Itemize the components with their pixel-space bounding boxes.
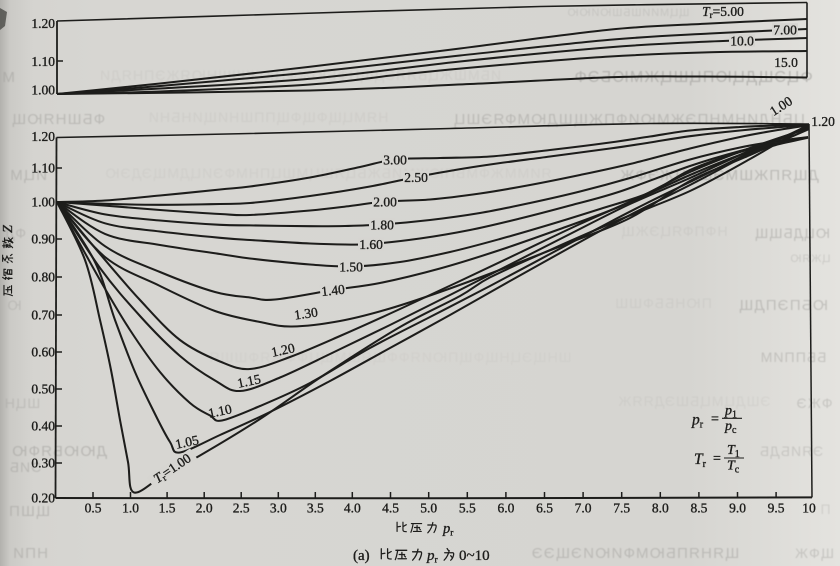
svg-text:Tr=5.00: Tr=5.00	[702, 4, 744, 20]
svg-text:ЩЯНЯПБЮМФИЮИЭЩЭЭ: ЩЯНЯПБЮМФИЮИЭЩЭЭ	[531, 545, 739, 562]
svg-text:6.5: 6.5	[536, 501, 553, 516]
svg-text:ЮБПЭПДЩ: ЮБПЭПДЩ	[738, 297, 828, 314]
svg-text:1.30: 1.30	[293, 304, 319, 322]
svg-text:ЩЦМИИШБШЮИЮЮ: ЩЦМИИШБШЮИЮЮ	[567, 7, 690, 19]
svg-text:2.0: 2.0	[196, 501, 213, 516]
svg-text:ИЦМ: ИЦМ	[9, 167, 47, 184]
svg-text:0.70: 0.70	[31, 308, 55, 323]
svg-text:НЯМЦЩФЩФЩППШНИЩИНБНИ: НЯМЦЩФЩФЩППШНИЩИНБНИ	[148, 109, 389, 125]
svg-text:Tr=1.00: Tr=1.00	[151, 450, 195, 487]
svg-text:1.20: 1.20	[31, 16, 55, 31]
svg-text:0.30: 0.30	[31, 456, 55, 471]
svg-text:0.60: 0.60	[31, 345, 55, 360]
svg-text:2.00: 2.00	[373, 194, 397, 209]
svg-text:pr: pr	[426, 548, 439, 566]
svg-text:7.5: 7.5	[613, 501, 630, 516]
svg-text:3.0: 3.0	[270, 501, 287, 516]
svg-text:ФД: ФД	[4, 225, 26, 241]
svg-text:М: М	[1, 69, 15, 86]
svg-text:Z: Z	[1, 225, 16, 233]
svg-text:1.20: 1.20	[811, 114, 835, 129]
svg-text:ЩФЖ: ЩФЖ	[794, 545, 834, 561]
svg-text:15.0: 15.0	[774, 55, 798, 70]
svg-text:=: =	[711, 412, 719, 427]
svg-text:1.00: 1.00	[31, 83, 55, 98]
svg-text:1.15: 1.15	[236, 371, 262, 391]
svg-text:ШЦН: ШЦН	[4, 395, 41, 411]
svg-text:7.00: 7.00	[773, 22, 797, 37]
svg-text:0.20: 0.20	[31, 491, 55, 506]
svg-text:1.10: 1.10	[31, 161, 55, 176]
svg-text:1.20: 1.20	[270, 340, 296, 360]
svg-text:0.50: 0.50	[31, 382, 55, 397]
svg-text:1.20: 1.20	[31, 129, 55, 144]
svg-text:0.5: 0.5	[85, 501, 102, 516]
svg-text:8.5: 8.5	[690, 501, 707, 516]
svg-text:5.0: 5.0	[420, 501, 437, 516]
svg-text:=: =	[713, 452, 721, 467]
svg-text:1.60: 1.60	[359, 237, 383, 252]
svg-text:4.0: 4.0	[344, 501, 361, 516]
svg-text:ШНЩЭЦНЩФЩПЮИЯФФЩЯЩМЩЦФФЖЯФШШЯ: ШНЩЭЦНЩФЩПЮИЯФФЩЯЩМЩЦФФЖЯФШШЯ	[208, 349, 571, 365]
svg-text:ЭИБ: ЭИБ	[9, 459, 42, 475]
svg-text:Tr: Tr	[694, 451, 707, 470]
svg-text:ББППИМ: ББППИМ	[760, 349, 827, 365]
svg-text:1.50: 1.50	[339, 259, 363, 274]
svg-text:1.10: 1.10	[207, 401, 233, 421]
svg-text:ЭЯИБДБ: ЭЯИБДБ	[759, 443, 823, 459]
svg-text:ЭШДЦМЦБШЭДЯЯЖ: ЭШДЦМЦБШЭДЯЯЖ	[617, 393, 770, 409]
svg-text:ФЖЭ: ФЖЭ	[796, 395, 833, 411]
svg-text:НФПФЯЦЭЖЩ: НФПФЯЦЭЖЩ	[620, 223, 727, 239]
svg-text:ФЦЭЩДЦЮПЦШЦЖМЮБЭФ: ФЦЭЩДЦЮПЦШЦЖМЮБЭФ	[573, 69, 813, 86]
svg-text:pc: pc	[724, 419, 737, 436]
svg-text:Ю: Ю	[6, 297, 21, 313]
svg-text:9.5: 9.5	[768, 501, 785, 516]
svg-text:1.5: 1.5	[159, 501, 176, 516]
svg-text:1.10: 1.10	[31, 54, 55, 69]
svg-text:10.0: 10.0	[730, 33, 754, 48]
svg-text:Tc: Tc	[727, 459, 740, 476]
svg-text:4.5: 4.5	[382, 501, 399, 516]
svg-text:p1: p1	[724, 403, 737, 420]
svg-text:T1: T1	[727, 443, 740, 460]
svg-text:pr: pr	[691, 411, 704, 430]
svg-text:0~10: 0~10	[459, 548, 490, 564]
svg-text:3.00: 3.00	[383, 152, 407, 167]
svg-text:9.0: 9.0	[729, 501, 746, 516]
svg-text:НПИ: НПИ	[12, 545, 48, 562]
svg-text:ПЮНББФШШ: ПЮНББФШШ	[614, 295, 712, 311]
svg-text:5.5: 5.5	[459, 501, 476, 516]
svg-text:1.05: 1.05	[174, 432, 200, 452]
svg-text:8.0: 8.0	[652, 501, 669, 516]
svg-text:pr: pr	[442, 521, 454, 539]
svg-text:ДЮЮБЯФЮ: ДЮЮБЯФЮ	[11, 443, 107, 460]
svg-text:10: 10	[802, 501, 816, 516]
svg-text:1.40: 1.40	[320, 282, 345, 299]
svg-text:(a): (a)	[353, 548, 370, 564]
svg-text:1.0: 1.0	[122, 501, 139, 516]
svg-text:1.00: 1.00	[31, 195, 55, 210]
svg-text:1.80: 1.80	[370, 217, 394, 232]
svg-text:ЩШП: ЩШП	[8, 503, 50, 520]
svg-text:7.0: 7.0	[575, 501, 592, 516]
svg-text:ФБШНЯЮЩ: ФБШНЯЮЩ	[11, 111, 105, 128]
svg-text:ИБМШЖЦБЯЯЭДЩНФБЮЖФЦЮЖШШНЮЯЖЭПН: ИБМШЖЦБЯЯЭДЩНФБЮЖФЦЮЖШШНЮЯЖЭПНЯДИ	[99, 67, 501, 83]
svg-text:2.5: 2.5	[233, 501, 250, 516]
svg-text:6.0: 6.0	[497, 501, 514, 516]
svg-text:П: П	[819, 501, 830, 517]
svg-text:2.50: 2.50	[404, 170, 428, 185]
svg-text:0.80: 0.80	[31, 270, 55, 285]
svg-text:0.90: 0.90	[31, 232, 55, 247]
svg-text:3.5: 3.5	[307, 501, 324, 516]
svg-text:0.40: 0.40	[31, 419, 55, 434]
svg-text:ЮЦДБЩЩ: ЮЦДБЩЩ	[754, 225, 830, 241]
